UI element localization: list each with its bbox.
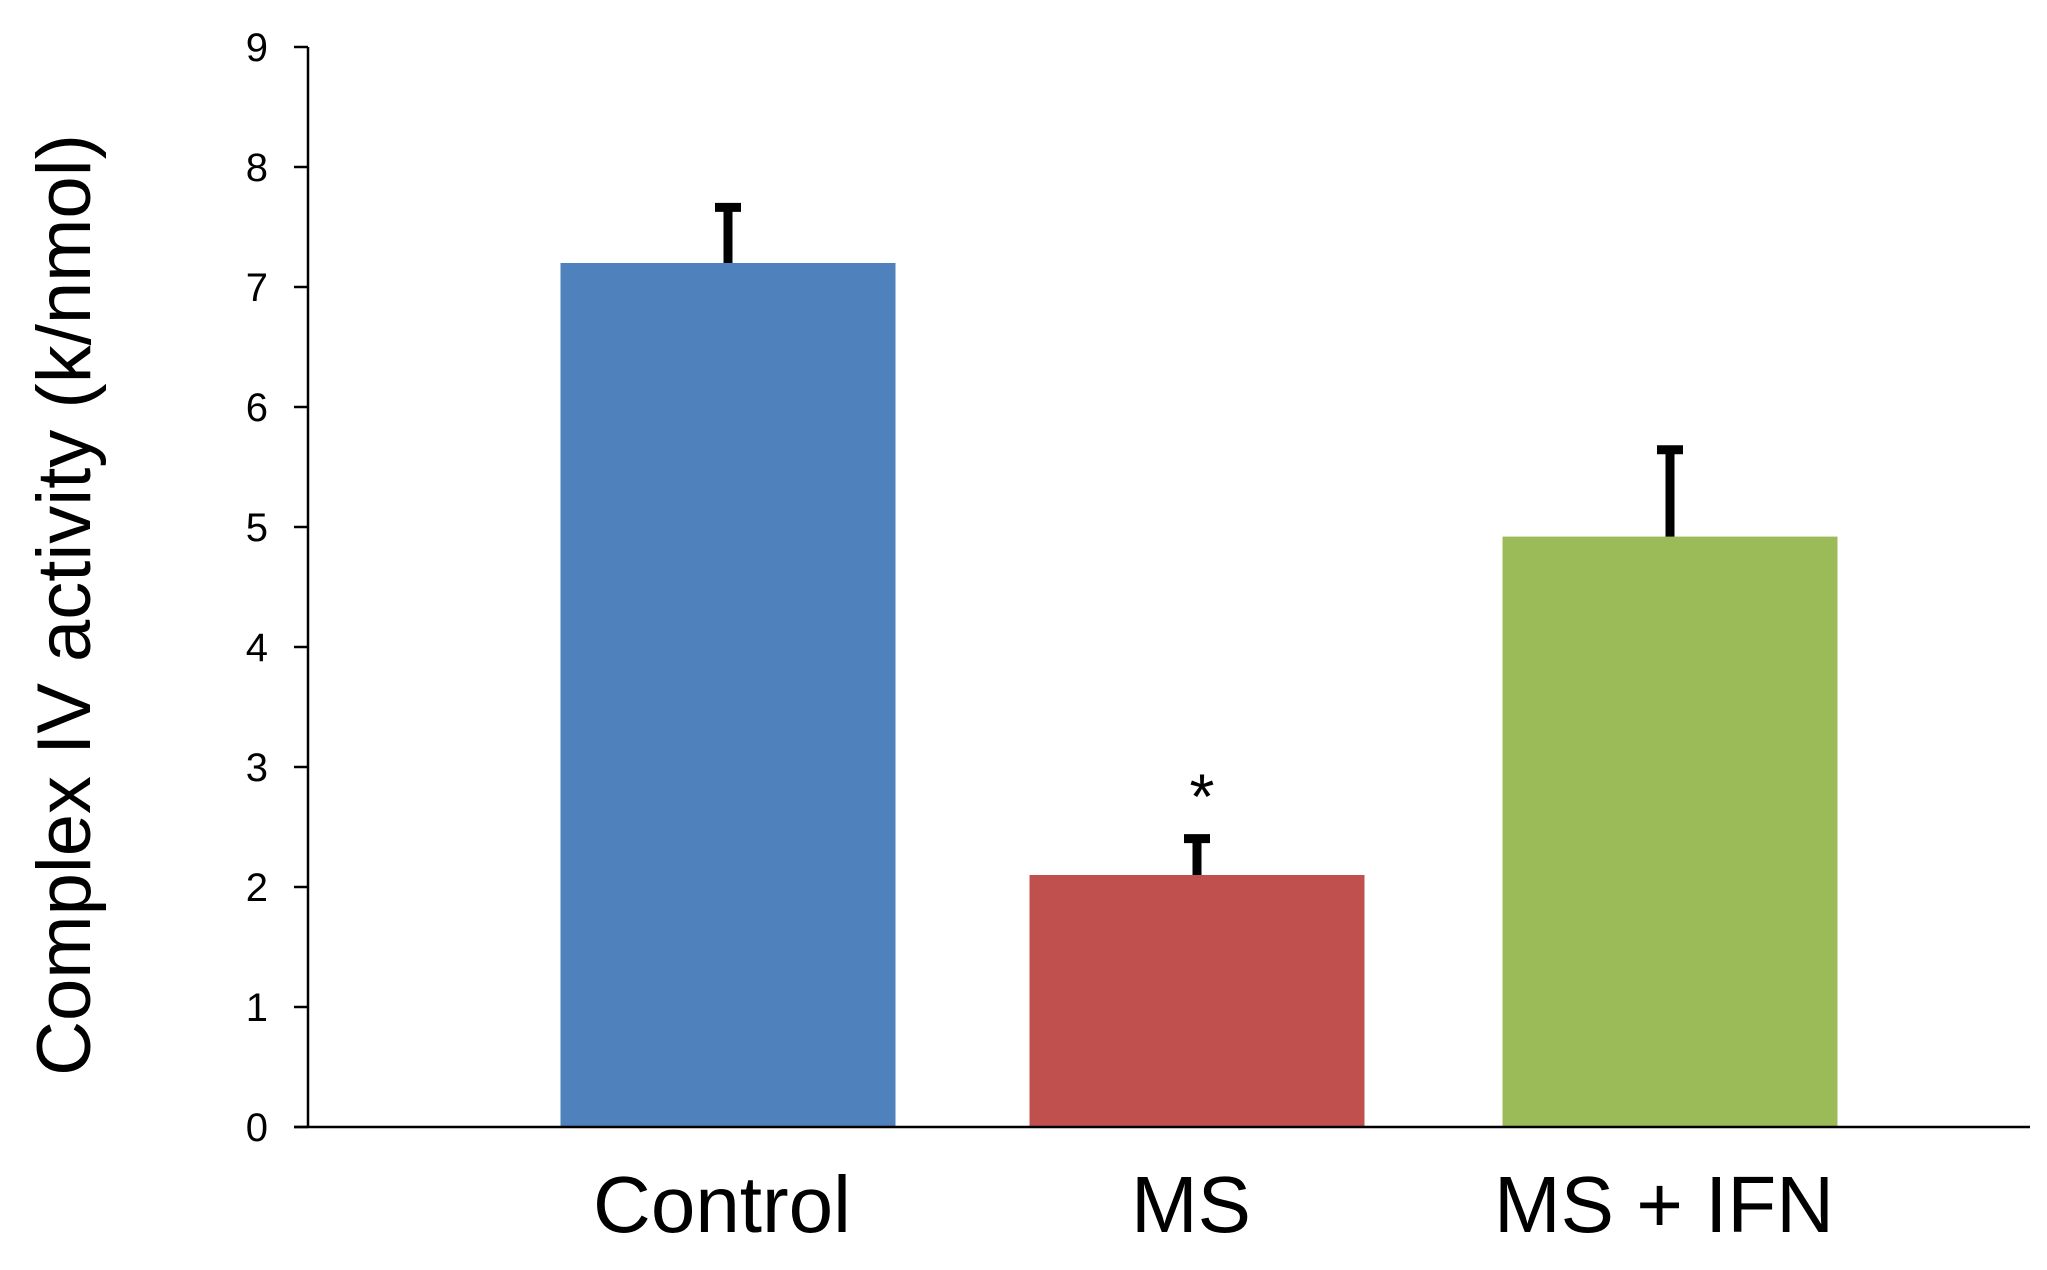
y-ticks-layer: 0 1 2 3 4 5 6 7 8 9 bbox=[246, 26, 308, 1150]
y-tick-label: 2 bbox=[246, 866, 268, 910]
y-tick-label: 7 bbox=[246, 266, 268, 310]
y-tick-label: 8 bbox=[246, 146, 268, 190]
bars-layer bbox=[560, 263, 1838, 1127]
y-tick-label: 1 bbox=[246, 986, 268, 1030]
annotations-layer: * bbox=[1190, 761, 1215, 833]
y-axis-label: Complex IV activity (k/nmol) bbox=[22, 134, 107, 1076]
bar-ms bbox=[1029, 875, 1365, 1127]
y-tick-label: 4 bbox=[246, 626, 268, 670]
y-tick-label: 3 bbox=[246, 746, 268, 790]
axes-layer bbox=[294, 47, 2030, 1129]
x-category-label: MS bbox=[1131, 1160, 1251, 1249]
y-tick-label: 0 bbox=[246, 1106, 268, 1150]
x-category-label: Control bbox=[593, 1160, 851, 1249]
bar-ms-ifn bbox=[1502, 536, 1838, 1127]
x-labels-layer: Control MS MS + IFN bbox=[593, 1160, 1834, 1249]
x-category-label: MS + IFN bbox=[1494, 1160, 1834, 1249]
y-tick-label: 5 bbox=[246, 506, 268, 550]
y-tick-label: 9 bbox=[246, 26, 268, 70]
significance-asterisk: * bbox=[1190, 761, 1215, 833]
error-bars-layer bbox=[715, 202, 1683, 875]
bar-control bbox=[560, 263, 896, 1127]
y-tick-label: 6 bbox=[246, 386, 268, 430]
